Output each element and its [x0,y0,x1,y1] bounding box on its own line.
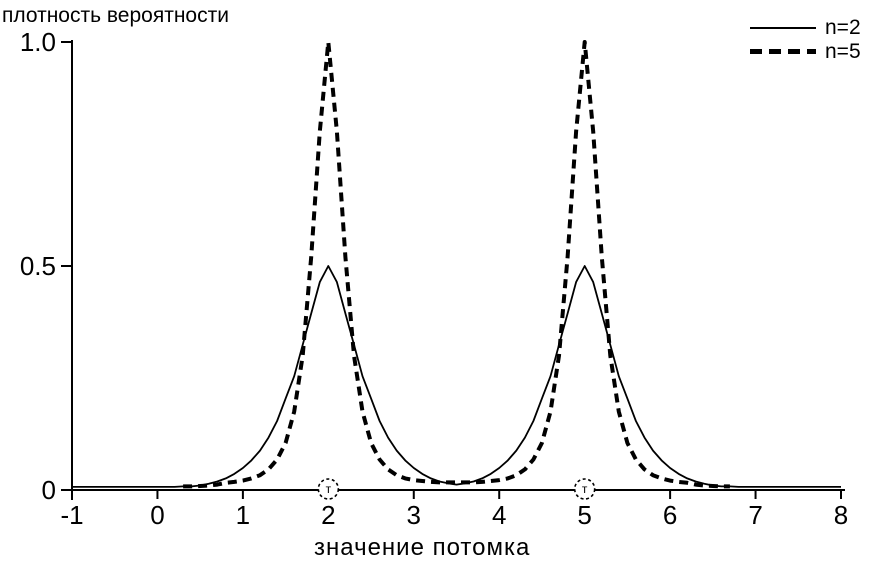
y-axis-title: плотность вероятности [2,4,229,27]
legend-solid-line-icon [750,26,816,29]
x-tick-label: 0 [150,500,164,530]
parent-marker-label: т [326,482,332,496]
x-tick-label: 3 [407,500,421,530]
curve-n2 [72,265,841,488]
y-tick-label: 0 [42,475,56,505]
legend-item-n5: n=5 [750,41,861,62]
axes: 00.51.0-1 0 1 2 3 4 5 6 7 8 [20,27,848,530]
x-tick-label: -1 [60,500,83,530]
legend-dashed-line-icon [750,49,816,54]
x-axis-title: значение потомка [314,534,531,561]
legend-item-n2: n=2 [750,17,861,38]
curves [72,40,841,489]
x-tick-label: 8 [834,500,848,530]
parent-marker-circle-icon [317,478,340,500]
parent-marker-label: т [582,482,588,496]
legend: n=2 n=5 [750,17,861,62]
legend-label-n5: n=5 [825,40,861,63]
curve-n5 [183,40,730,489]
x-tick-label: 5 [577,500,591,530]
x-tick-label: 1 [236,500,250,530]
x-tick-label: 2 [321,500,335,530]
x-tick-label: 7 [748,500,762,530]
y-tick-label: 0.5 [20,251,56,281]
legend-label-n2: n=2 [825,16,861,39]
x-tick-label: 6 [663,500,677,530]
x-tick-label: 4 [492,500,506,530]
y-tick-label: 1.0 [20,27,56,57]
parent-marker-circle-icon [573,478,596,500]
